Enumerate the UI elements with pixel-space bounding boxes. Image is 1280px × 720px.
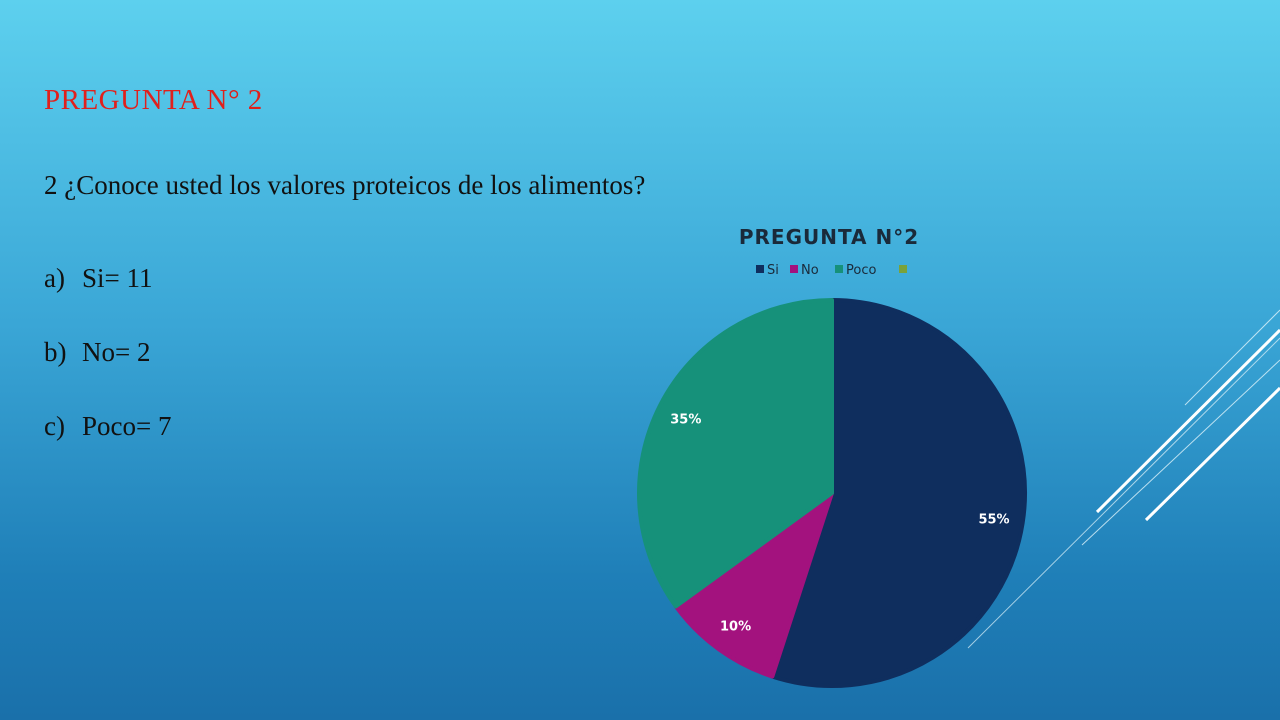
legend-swatch-unnamed	[899, 265, 907, 273]
legend-swatch-poco	[835, 265, 843, 273]
data-label-si: 55%	[978, 513, 1009, 528]
question-text: 2 ¿Conoce usted los valores proteicos de…	[44, 170, 646, 200]
option-b: b) No= 2	[44, 336, 171, 410]
option-text: Si= 11	[82, 263, 153, 293]
legend-label-poco: Poco	[846, 263, 876, 278]
legend-swatch-si	[756, 265, 764, 273]
pie-slice-si	[770, 298, 1027, 688]
option-text: No= 2	[82, 337, 151, 367]
chart-title: PREGUNTA N°2	[739, 225, 919, 249]
answer-options: a) Si= 11 b) No= 2 c) Poco= 7	[44, 262, 171, 484]
data-label-poco: 35%	[670, 413, 701, 428]
data-label-no: 10%	[720, 620, 751, 635]
slide-title: PREGUNTA N° 2	[44, 84, 263, 116]
option-a: a) Si= 11	[44, 262, 171, 336]
option-letter: b)	[44, 337, 67, 367]
legend-label-si: Si	[767, 263, 779, 278]
pie-slices	[637, 298, 1027, 688]
option-letter: a)	[44, 263, 65, 293]
pie-slice-poco	[637, 298, 834, 609]
legend-label-no: No	[801, 263, 819, 278]
pie-labels: 55% 10% 35%	[670, 413, 1009, 635]
option-letter: c)	[44, 411, 65, 441]
option-text: Poco= 7	[82, 411, 172, 441]
legend-swatch-no	[790, 265, 798, 273]
chart-legend: Si No Poco	[756, 263, 907, 278]
pie-slice-no	[673, 491, 834, 679]
option-c: c) Poco= 7	[44, 410, 171, 484]
